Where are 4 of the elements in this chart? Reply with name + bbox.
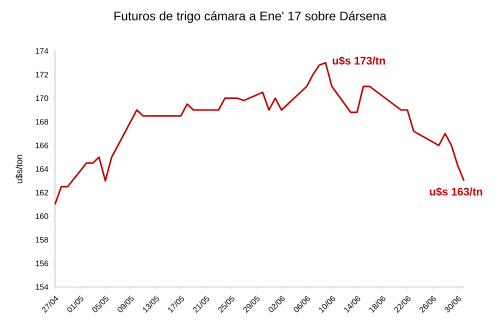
y-axis-title: u$s/ton <box>16 154 23 184</box>
annotation: u$s 173/tn <box>332 56 385 66</box>
annotation: u$s 163/tn <box>430 187 482 196</box>
chart-title: Futuros de trigo cámara a Ene' 17 sobre Dársena <box>114 11 386 23</box>
